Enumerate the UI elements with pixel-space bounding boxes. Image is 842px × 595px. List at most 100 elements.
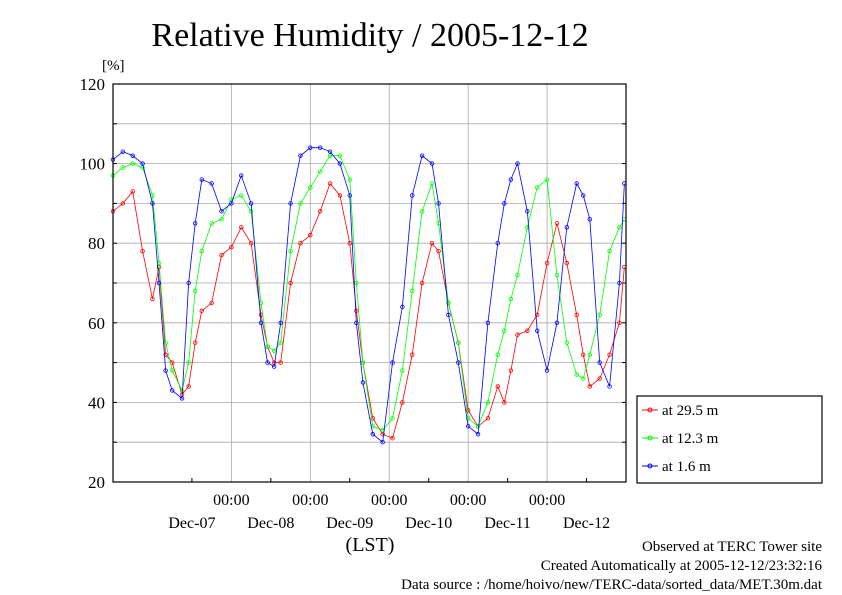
legend-marker — [647, 407, 653, 413]
data-point — [120, 149, 126, 154]
data-point — [554, 221, 560, 226]
y-tick-label: 60 — [88, 314, 105, 333]
data-point — [186, 280, 191, 286]
data-point — [258, 320, 264, 325]
x-tick-labels: Dec-07 00:00 Dec-08 00:00 Dec-09 00:00 Dec-10 0… — [168, 492, 610, 532]
data-point — [265, 344, 270, 349]
data-point — [456, 360, 461, 365]
data-point — [298, 201, 303, 206]
data-point — [465, 408, 471, 413]
data-point — [564, 260, 570, 266]
data-point — [410, 288, 415, 294]
data-point — [554, 272, 560, 278]
data-point — [360, 380, 366, 385]
data-point — [502, 201, 507, 206]
x-tick-time: 00:00 — [213, 492, 249, 509]
data-point — [508, 368, 514, 373]
data-point — [475, 424, 481, 429]
data-point — [419, 209, 425, 214]
data-point — [239, 173, 244, 178]
data-point — [475, 432, 481, 437]
data-point — [278, 340, 283, 345]
data-point — [574, 372, 579, 377]
data-point — [199, 308, 204, 314]
data-point — [465, 424, 471, 429]
data-point — [410, 193, 415, 198]
data-point — [502, 400, 507, 405]
data-point — [525, 209, 530, 214]
data-point — [130, 161, 135, 166]
data-point — [495, 352, 500, 357]
data-point — [485, 416, 491, 421]
data-point — [193, 288, 198, 294]
x-tick-date: Dec-11 — [484, 515, 531, 532]
legend-label: at 12.3 m — [662, 431, 719, 447]
data-point — [544, 177, 550, 182]
y-tick-label: 20 — [88, 473, 105, 492]
legend-marker — [647, 435, 653, 441]
data-point — [419, 153, 425, 158]
legend-box — [636, 395, 823, 484]
data-point — [446, 300, 451, 306]
x-tick-time: 00:00 — [371, 492, 407, 509]
data-point — [308, 233, 313, 238]
y-tick-label: 40 — [88, 393, 105, 412]
data-point — [515, 332, 520, 337]
x-tick-date: Dec-08 — [247, 515, 294, 532]
annotation-created: Created Automatically at 2005-12-12/23:3… — [541, 558, 823, 574]
y-tick-labels: 20 40 60 80 100 120 — [80, 75, 106, 492]
data-point — [508, 296, 514, 302]
data-point — [163, 368, 168, 373]
data-point — [400, 400, 405, 405]
data-point — [199, 177, 204, 182]
data-point — [229, 244, 234, 250]
data-point — [337, 153, 343, 158]
data-point — [370, 416, 375, 421]
data-point — [390, 360, 395, 365]
data-point — [515, 161, 520, 166]
data-point — [446, 312, 451, 318]
legend-label: at 1.6 m — [662, 459, 711, 475]
data-point — [327, 181, 333, 186]
legend-label: at 29.5 m — [662, 403, 719, 419]
data-point — [248, 209, 254, 214]
data-point — [354, 308, 359, 314]
data-point — [354, 320, 359, 325]
data-point — [390, 436, 395, 441]
data-point — [120, 201, 126, 206]
data-point — [317, 145, 323, 150]
data-point — [535, 312, 540, 318]
data-point — [535, 185, 540, 190]
data-point — [525, 225, 530, 230]
data-point — [278, 320, 283, 325]
data-point — [535, 328, 540, 333]
annotation-source: Data source : /home/hoivo/new/TERC-data/… — [401, 577, 823, 593]
data-point — [130, 153, 135, 158]
data-point — [485, 400, 491, 405]
data-point — [581, 352, 586, 357]
series-line-3 — [112, 147, 625, 443]
data-point — [456, 340, 461, 345]
data-point — [587, 352, 593, 357]
data-point — [574, 312, 579, 318]
data-point — [544, 368, 550, 373]
data-point — [169, 388, 175, 393]
x-tick-time: 00:00 — [292, 492, 328, 509]
data-point — [248, 240, 254, 246]
data-point — [485, 320, 491, 325]
data-point — [288, 248, 293, 254]
data-point — [219, 217, 224, 222]
data-point — [370, 432, 375, 437]
data-point — [436, 248, 441, 254]
data-point — [400, 304, 405, 310]
data-point — [163, 352, 168, 357]
series-line-2 — [112, 155, 625, 431]
data-point — [140, 161, 145, 166]
data-point — [265, 360, 270, 365]
plot-frame — [112, 83, 627, 483]
data-point — [429, 240, 435, 246]
data-point — [495, 384, 500, 389]
data-point — [597, 360, 602, 365]
legend-marker — [647, 463, 653, 469]
